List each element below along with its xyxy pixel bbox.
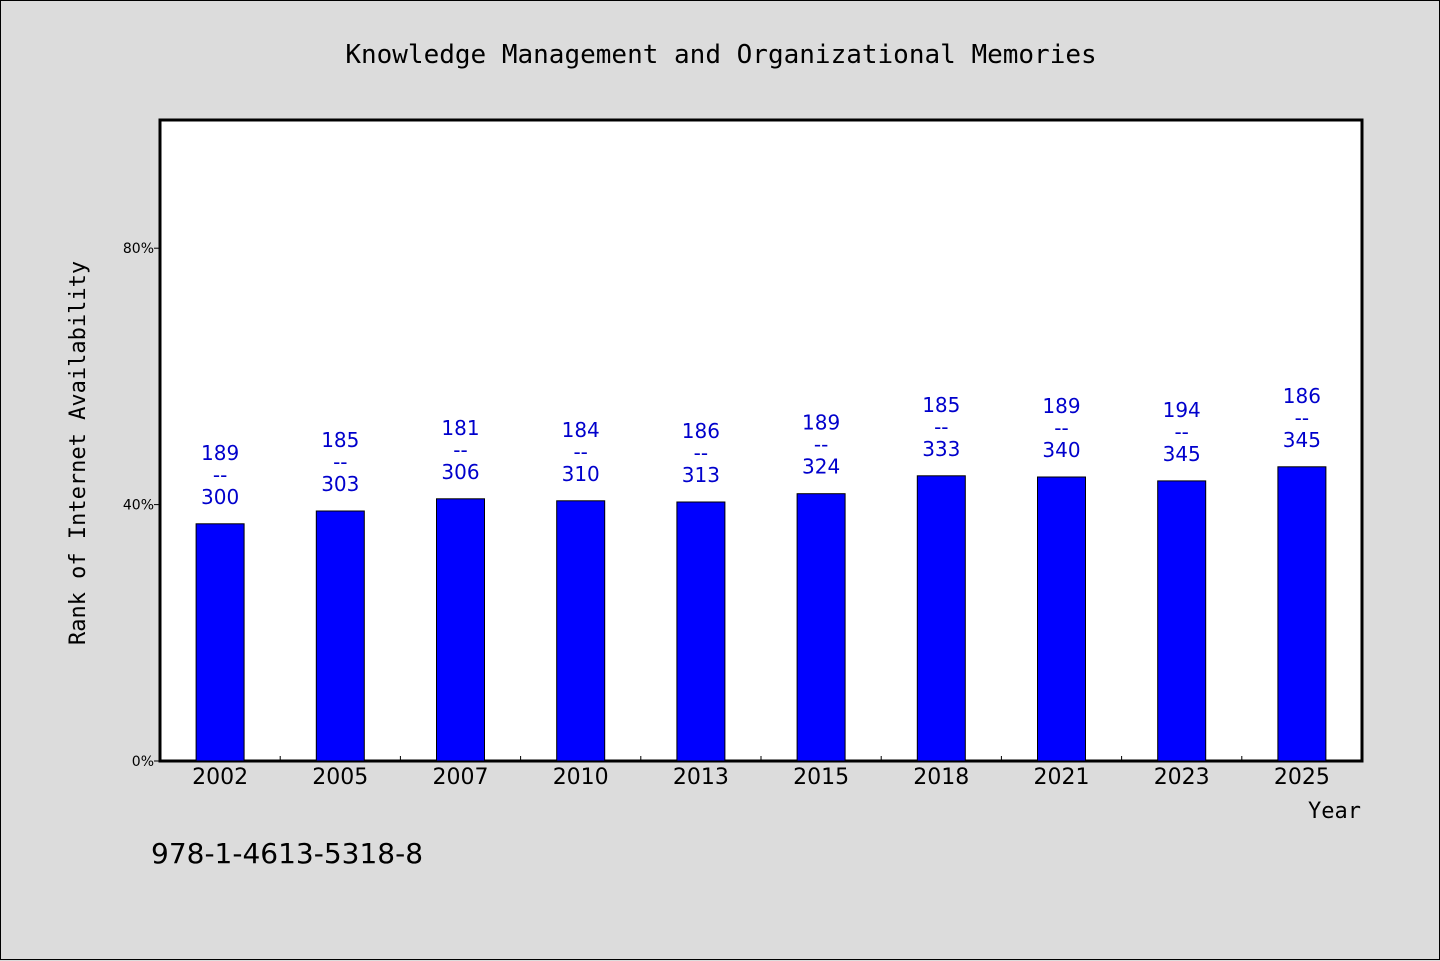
x-tick-label-2025: 2025 bbox=[1274, 765, 1330, 790]
bar-label-2007-line-1: 181 bbox=[441, 416, 479, 440]
bar-2002 bbox=[195, 523, 245, 762]
y-axis: 0% 40% 80% bbox=[123, 241, 160, 770]
y-axis-title: Rank of Internet Availability bbox=[66, 261, 91, 645]
bar-label-2025-line-3: 345 bbox=[1283, 428, 1321, 452]
bar-label-2023-line-2: -- bbox=[1174, 420, 1188, 444]
bar-label-2007-line-2: -- bbox=[453, 438, 467, 462]
bar-2025 bbox=[1277, 466, 1327, 762]
y-tick-label-40: 40% bbox=[123, 498, 154, 514]
bar-label-2005-line-3: 303 bbox=[321, 472, 359, 496]
x-tick-label-2018: 2018 bbox=[913, 765, 969, 790]
bar-2013 bbox=[676, 501, 726, 762]
y-tick-label-80: 80% bbox=[123, 241, 154, 257]
bar-label-2015-line-1: 189 bbox=[802, 411, 840, 435]
x-tick-label-2021: 2021 bbox=[1034, 765, 1090, 790]
bars-group bbox=[195, 466, 1327, 762]
isbn-footer: 978-1-4613-5318-8 bbox=[151, 837, 423, 870]
bar-label-2021-line-1: 189 bbox=[1042, 394, 1080, 418]
y-tick-label-0: 0% bbox=[132, 754, 154, 770]
x-axis-title: Year bbox=[1308, 799, 1361, 824]
bar-label-2023-line-1: 194 bbox=[1163, 398, 1201, 422]
bar-label-2015-line-2: -- bbox=[814, 433, 828, 457]
bar-label-2013-line-1: 186 bbox=[682, 419, 720, 443]
bar-label-2002-line-3: 300 bbox=[201, 485, 239, 509]
bar-2015 bbox=[796, 493, 846, 762]
bar-label-2018-line-1: 185 bbox=[922, 393, 960, 417]
bar-2023 bbox=[1157, 480, 1207, 762]
x-tick-label-2015: 2015 bbox=[793, 765, 849, 790]
bar-label-2021-line-3: 340 bbox=[1042, 438, 1080, 462]
x-tick-label-2002: 2002 bbox=[192, 765, 248, 790]
bar-2005 bbox=[315, 510, 365, 762]
bar-2018 bbox=[916, 475, 966, 762]
bar-2021 bbox=[1037, 476, 1086, 762]
bar-label-2025-line-1: 186 bbox=[1283, 384, 1321, 408]
x-tick-label-2023: 2023 bbox=[1154, 765, 1210, 790]
bar-label-2007-line-3: 306 bbox=[441, 460, 479, 484]
x-axis: 2002 2005 2007 2010 2013 2015 2018 2021 2023 2025 bbox=[192, 756, 1330, 790]
bar-label-2015-line-3: 324 bbox=[802, 455, 840, 479]
x-tick-label-2010: 2010 bbox=[553, 765, 609, 790]
bar-label-2002-line-1: 189 bbox=[201, 441, 239, 465]
x-tick-label-2005: 2005 bbox=[312, 765, 368, 790]
chart-title: Knowledge Management and Organizational … bbox=[345, 40, 1096, 70]
x-tick-label-2013: 2013 bbox=[673, 765, 729, 790]
bar-label-2010-line-2: -- bbox=[573, 440, 587, 464]
bar-label-2005-line-2: -- bbox=[333, 450, 347, 474]
bar-label-2021-line-2: -- bbox=[1054, 416, 1068, 440]
x-tick-label-2007: 2007 bbox=[433, 765, 489, 790]
bar-label-2023-line-3: 345 bbox=[1163, 442, 1201, 466]
bar-label-2018-line-3: 333 bbox=[922, 437, 960, 461]
bar-label-2010-line-1: 184 bbox=[562, 418, 600, 442]
bar-label-2005-line-1: 185 bbox=[321, 428, 359, 452]
bar-label-2018-line-2: -- bbox=[934, 415, 948, 439]
bar-label-2025-line-2: -- bbox=[1295, 406, 1309, 430]
bar-label-2013-line-3: 313 bbox=[682, 463, 720, 487]
bar-labels-group: 189--300185--303181--306184--310186--313… bbox=[201, 384, 1321, 509]
bar-2007 bbox=[436, 498, 485, 762]
bar-label-2002-line-2: -- bbox=[213, 463, 227, 487]
bar-label-2013-line-2: -- bbox=[694, 441, 708, 465]
bar-2010 bbox=[556, 500, 606, 762]
bar-label-2010-line-3: 310 bbox=[562, 462, 600, 486]
